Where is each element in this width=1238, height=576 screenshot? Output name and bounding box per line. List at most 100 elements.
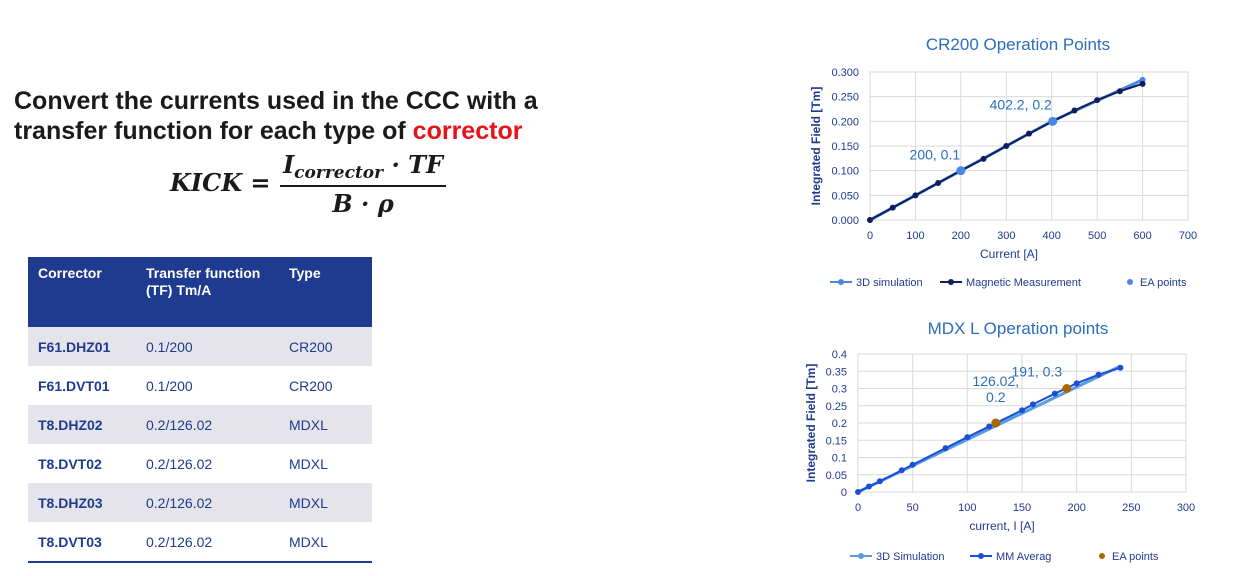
header-transfer-function: Transfer function (TF) Tm/A bbox=[136, 257, 279, 327]
x-tick-label: 100 bbox=[958, 502, 976, 514]
data-point bbox=[935, 180, 942, 186]
data-point bbox=[855, 489, 861, 495]
ea-point bbox=[1048, 116, 1058, 126]
y-tick-label: 0.4 bbox=[832, 349, 847, 361]
y-tick-label: 0.250 bbox=[831, 92, 859, 104]
y-tick-label: 0.2 bbox=[832, 418, 847, 430]
y-tick-label: 0.05 bbox=[826, 470, 847, 482]
data-point bbox=[909, 461, 916, 468]
cell-corrector: T8.DVT02 bbox=[28, 444, 136, 483]
slide-heading: Convert the currents used in the CCC wit… bbox=[14, 86, 714, 146]
header-corrector: Corrector bbox=[28, 257, 136, 327]
y-tick-label: 0 bbox=[841, 487, 847, 499]
data-label: 402.2, 0.2 bbox=[990, 96, 1052, 112]
data-point bbox=[898, 467, 905, 474]
cell-type: MDXL bbox=[279, 483, 372, 522]
data-label: 191, 0.3 bbox=[1012, 364, 1063, 380]
data-point bbox=[986, 423, 993, 430]
table-header-row: Corrector Transfer function (TF) Tm/A Ty… bbox=[28, 257, 372, 327]
data-point bbox=[1003, 143, 1010, 149]
data-point bbox=[865, 483, 872, 490]
x-tick-label: 0 bbox=[867, 230, 873, 242]
data-point bbox=[1029, 401, 1036, 408]
legend-label: MM Averag bbox=[996, 551, 1051, 563]
data-point bbox=[1117, 364, 1124, 371]
formula-subscript: corrector bbox=[294, 163, 384, 183]
legend-label: 3D simulation bbox=[856, 277, 923, 289]
legend-marker bbox=[948, 279, 954, 285]
data-point bbox=[867, 217, 873, 223]
heading-accent-word: corrector bbox=[412, 117, 523, 145]
cr200-chart: CR200 Operation Points 0.000 0.050 0.100 0.1… bbox=[809, 35, 1197, 289]
formula-current: I bbox=[282, 150, 295, 179]
cell-type: MDXL bbox=[279, 522, 372, 562]
formula-lhs: KICK = bbox=[170, 168, 271, 197]
data-point bbox=[876, 478, 883, 485]
corrector-table: Corrector Transfer function (TF) Tm/A Ty… bbox=[28, 257, 372, 563]
legend-label: EA points bbox=[1140, 277, 1187, 289]
x-tick-label: 600 bbox=[1133, 230, 1151, 242]
y-tick-label: 0.150 bbox=[831, 141, 859, 153]
mdxl-chart: MDX L Operation points 0 0.05 0.1 0.15 0.2 0.2… bbox=[804, 319, 1195, 563]
table-row: F61.DHZ01 0.1/200 CR200 bbox=[28, 327, 372, 366]
legend-marker bbox=[1099, 553, 1105, 559]
y-tick-label: 0.200 bbox=[831, 116, 859, 128]
chart-title: CR200 Operation Points bbox=[926, 35, 1110, 54]
x-tick-label: 400 bbox=[1043, 230, 1061, 242]
y-tick-label: 0.100 bbox=[831, 166, 859, 178]
x-tick-label: 250 bbox=[1122, 502, 1140, 514]
cell-corrector: T8.DVT03 bbox=[28, 522, 136, 562]
cell-transfer-function: 0.2/126.02 bbox=[136, 405, 279, 444]
cell-transfer-function: 0.1/200 bbox=[136, 366, 279, 405]
legend-marker bbox=[838, 279, 844, 285]
heading-line-2-prefix: transfer function for each type of bbox=[14, 117, 413, 145]
cell-corrector: T8.DHZ02 bbox=[28, 405, 136, 444]
y-tick-label: 0.15 bbox=[826, 435, 847, 447]
data-point bbox=[912, 192, 919, 199]
y-tick-label: 0.1 bbox=[832, 453, 847, 465]
heading-line-2: transfer function for each type of corre… bbox=[14, 116, 714, 146]
x-tick-label: 200 bbox=[952, 230, 970, 242]
ea-point bbox=[1062, 384, 1072, 393]
cell-type: MDXL bbox=[279, 405, 372, 444]
y-tick-label: 0.300 bbox=[831, 67, 859, 79]
y-tick-label: 0.050 bbox=[831, 190, 859, 202]
cell-type: CR200 bbox=[279, 366, 372, 405]
ea-point bbox=[956, 166, 966, 176]
cell-transfer-function: 0.1/200 bbox=[136, 327, 279, 366]
y-tick-label: 0.35 bbox=[826, 366, 847, 378]
formula-denominator: B · ρ bbox=[332, 189, 394, 218]
y-axis-label: Integrated Field [Tm] bbox=[809, 87, 823, 206]
data-point bbox=[964, 434, 971, 441]
cell-transfer-function: 0.2/126.02 bbox=[136, 444, 279, 483]
y-tick-label: 0.25 bbox=[826, 401, 847, 413]
legend-marker bbox=[1127, 279, 1133, 285]
y-tick-label: 0.000 bbox=[831, 215, 859, 227]
formula-numerator: Icorrector · TF bbox=[280, 150, 446, 187]
legend-label: 3D Simulation bbox=[876, 551, 944, 563]
data-point bbox=[1071, 107, 1078, 114]
data-point bbox=[942, 445, 949, 452]
y-axis-label: Integrated Field [Tm] bbox=[804, 364, 818, 483]
x-tick-label: 200 bbox=[1067, 502, 1085, 514]
legend-marker bbox=[978, 553, 984, 559]
data-point bbox=[889, 204, 896, 211]
table-row: F61.DVT01 0.1/200 CR200 bbox=[28, 366, 372, 405]
data-point bbox=[1051, 390, 1058, 397]
data-point bbox=[1095, 371, 1102, 378]
legend-label: Magnetic Measurement bbox=[966, 277, 1081, 289]
x-tick-label: 700 bbox=[1179, 230, 1197, 242]
data-point bbox=[1019, 407, 1025, 414]
data-point bbox=[1139, 80, 1146, 87]
x-tick-label: 100 bbox=[906, 230, 924, 242]
table-row: T8.DVT02 0.2/126.02 MDXL bbox=[28, 444, 372, 483]
table-row: T8.DHZ02 0.2/126.02 MDXL bbox=[28, 405, 372, 444]
x-axis-label: current, I [A] bbox=[969, 519, 1034, 533]
x-tick-label: 150 bbox=[1013, 502, 1031, 514]
formula-tf: · TF bbox=[383, 150, 444, 179]
table-row: T8.DHZ03 0.2/126.02 MDXL bbox=[28, 483, 372, 522]
x-tick-label: 300 bbox=[997, 230, 1015, 242]
y-tick-label: 0.3 bbox=[832, 384, 847, 396]
cell-transfer-function: 0.2/126.02 bbox=[136, 522, 279, 562]
heading-line-1: Convert the currents used in the CCC wit… bbox=[14, 87, 538, 115]
